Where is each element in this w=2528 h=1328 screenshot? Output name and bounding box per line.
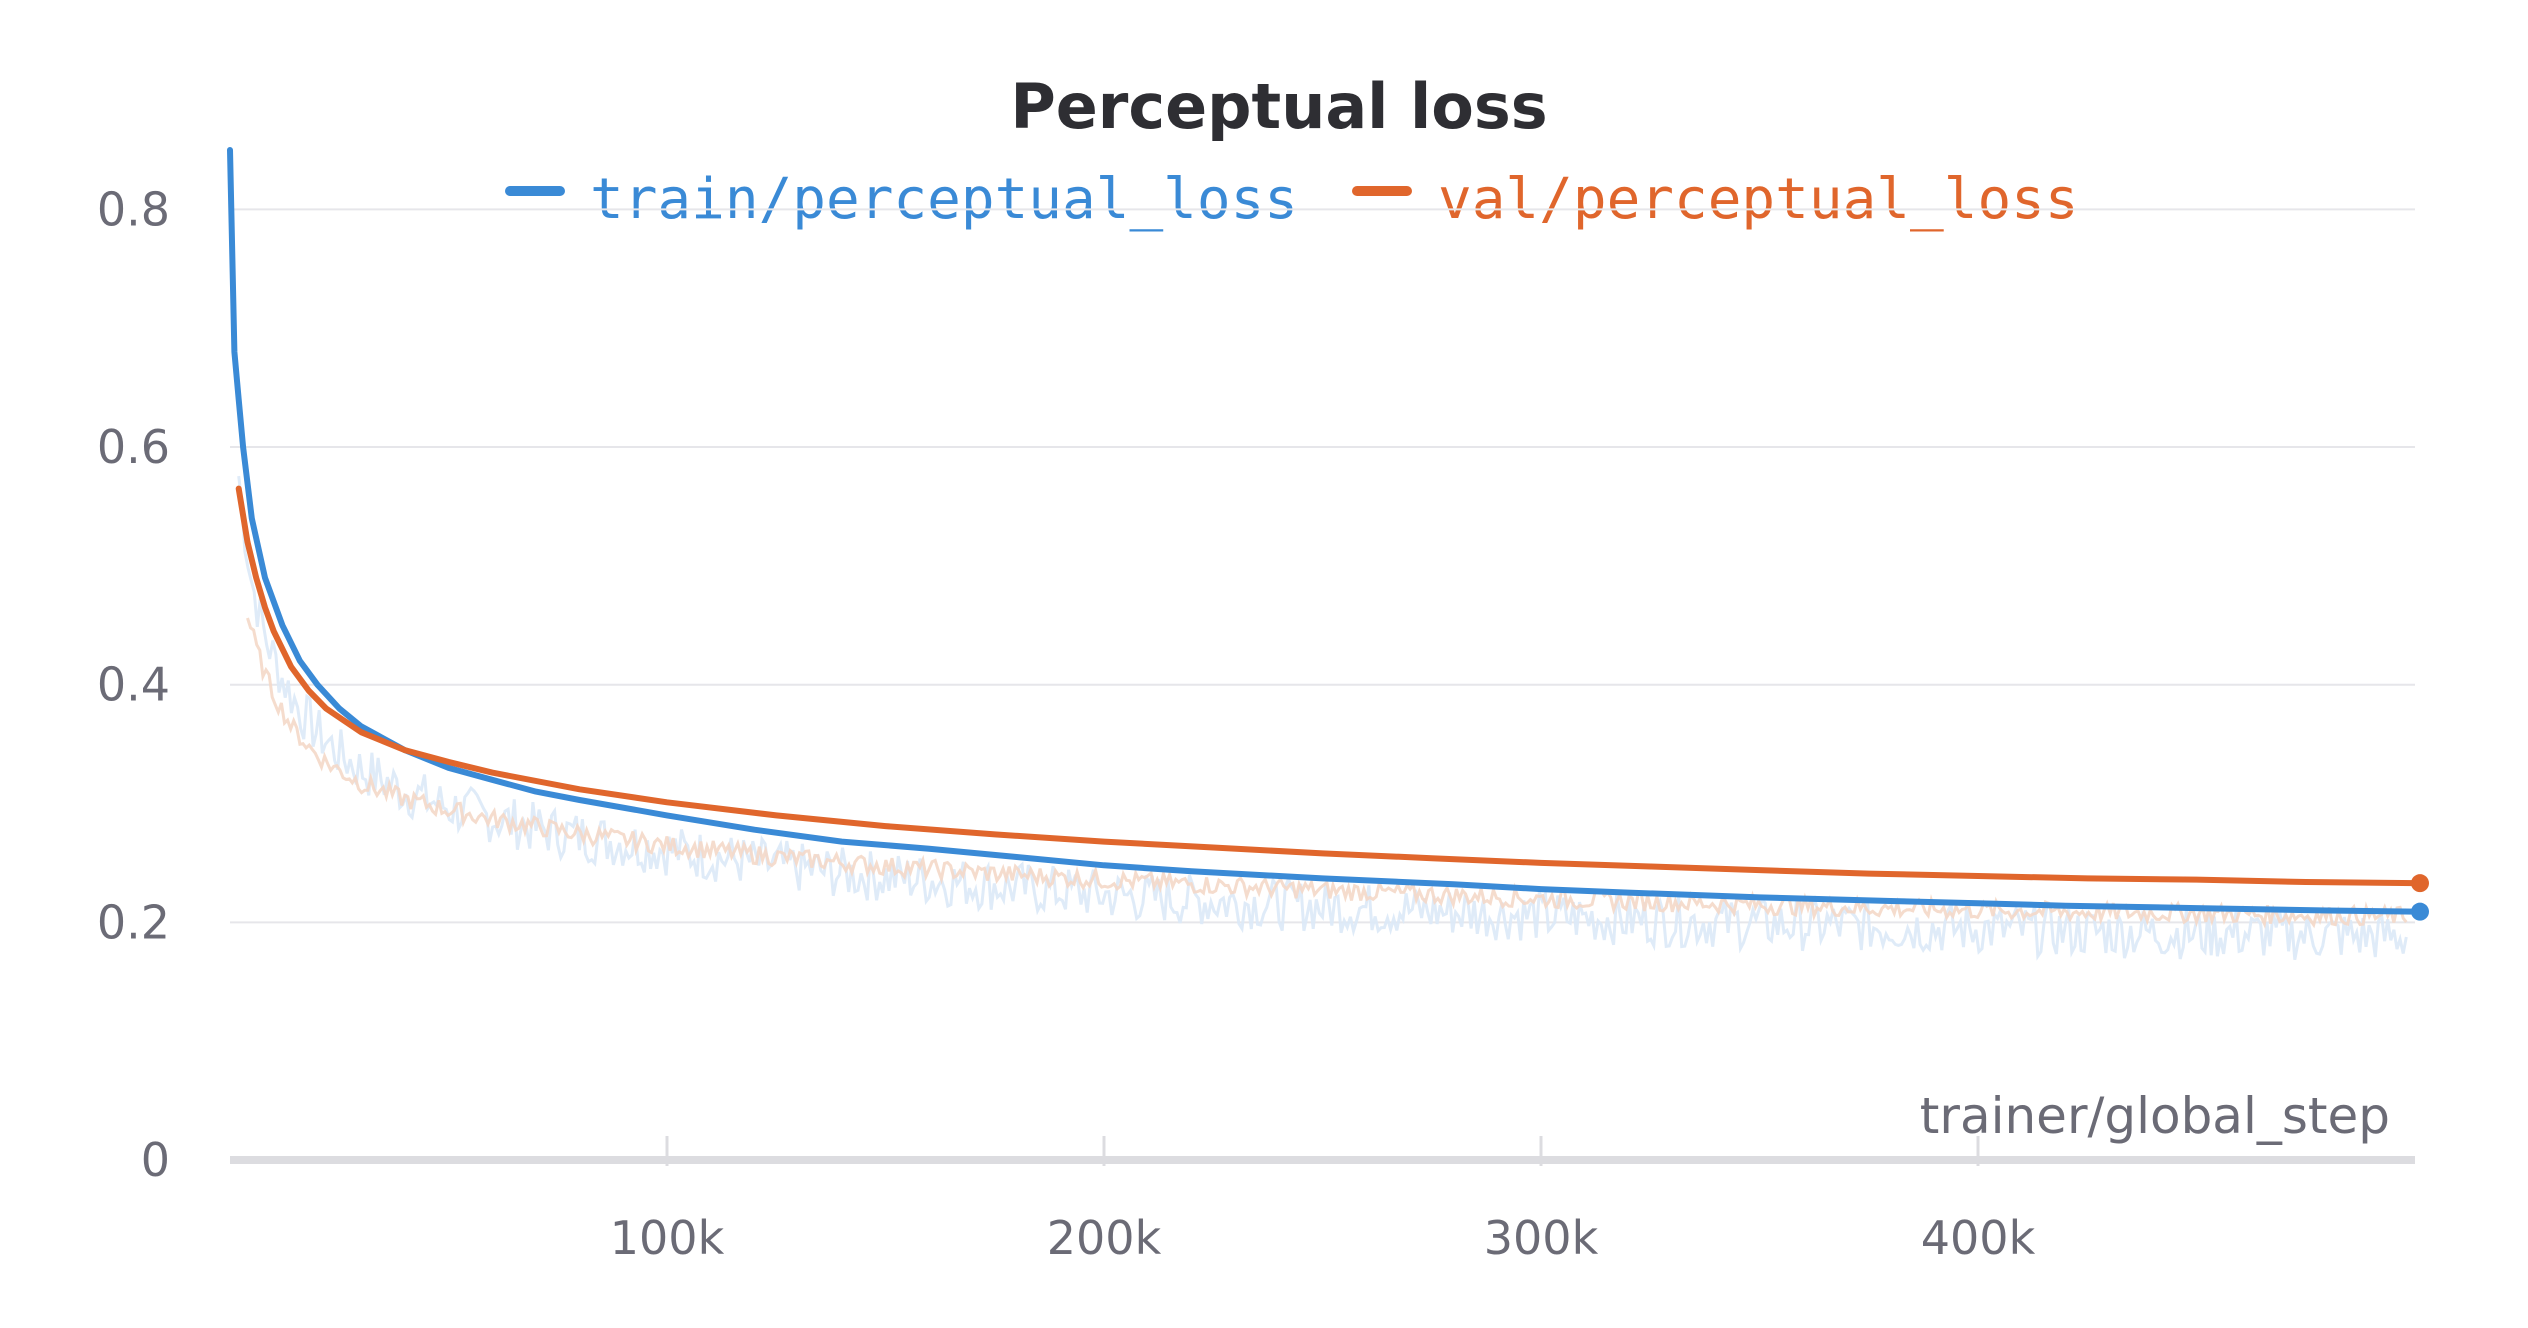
y-tick-label: 0.2 xyxy=(97,895,170,949)
gridlines xyxy=(230,208,2415,924)
y-tick-label: 0.8 xyxy=(97,182,170,236)
series-line-val xyxy=(235,485,2418,887)
x-tick-label: 400k xyxy=(1921,1211,2036,1265)
x-tick-label: 200k xyxy=(1047,1211,1162,1265)
plot-area xyxy=(227,147,2429,961)
chart-title: Perceptual loss xyxy=(1010,70,1547,143)
y-axis-ticks: 0 0.2 0.4 0.6 0.8 xyxy=(97,182,170,1187)
legend-item-train[interactable]: train/perceptual_loss xyxy=(505,167,1298,232)
series-end-point-val xyxy=(2411,874,2429,893)
legend-label-val: val/perceptual_loss xyxy=(1438,167,2079,232)
x-tick-label: 100k xyxy=(610,1211,725,1265)
series-line-train xyxy=(227,147,2418,915)
legend: train/perceptual_loss val/perceptual_los… xyxy=(505,167,2079,232)
y-tick-label: 0 xyxy=(141,1133,170,1187)
series-end-point-train xyxy=(2411,902,2429,921)
raw-trace-train xyxy=(237,475,2408,961)
legend-label-train: train/perceptual_loss xyxy=(590,167,1298,232)
x-axis-label: trainer/global_step xyxy=(1920,1087,2390,1145)
x-axis: 100k 200k 300k 400k xyxy=(230,1136,2415,1265)
y-tick-label: 0.6 xyxy=(97,420,170,474)
y-tick-label: 0.4 xyxy=(97,658,170,712)
x-tick-label: 300k xyxy=(1484,1211,1599,1265)
legend-item-val[interactable]: val/perceptual_loss xyxy=(1352,167,2079,232)
